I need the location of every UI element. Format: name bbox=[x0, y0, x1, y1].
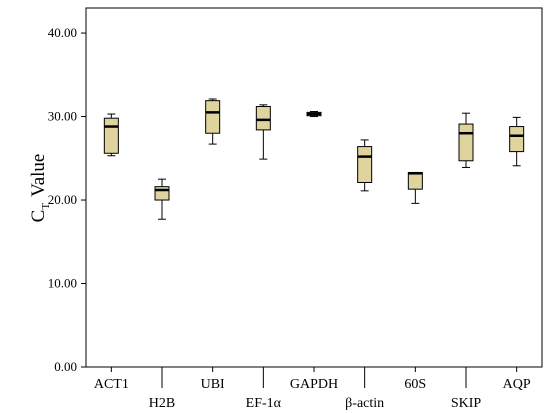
box-UBI bbox=[205, 98, 221, 145]
y-tick-label: 30.00 bbox=[48, 109, 77, 124]
y-tick-label: 40.00 bbox=[48, 25, 77, 40]
plot-area bbox=[85, 7, 543, 368]
x-category-label: β-actin bbox=[345, 396, 384, 411]
box-GAPDH bbox=[306, 111, 322, 118]
x-category-label: SKIP bbox=[451, 396, 482, 411]
iqr-box bbox=[255, 106, 271, 131]
y-axis-title-main: C bbox=[28, 210, 49, 223]
iqr-box bbox=[357, 146, 373, 183]
x-category-label: UBI bbox=[201, 377, 225, 392]
svg-text:CTValue: CT Value bbox=[28, 154, 52, 223]
iqr-box bbox=[458, 123, 474, 162]
x-category-label: H2B bbox=[149, 396, 175, 411]
x-category-label: AQP bbox=[503, 377, 531, 392]
y-axis-title-subscript: T bbox=[40, 203, 52, 210]
box-60S bbox=[407, 171, 423, 204]
box-ACT1 bbox=[103, 113, 119, 157]
x-category-label: 60S bbox=[404, 377, 426, 392]
iqr-box bbox=[407, 171, 423, 190]
iqr-box bbox=[154, 186, 170, 201]
x-category-label: GAPDH bbox=[290, 377, 338, 392]
box-EF-1α bbox=[255, 104, 271, 160]
y-axis: 0.00 10.00 20.00 30.00 40.00 bbox=[48, 25, 86, 374]
x-category-label: EF-1α bbox=[246, 396, 282, 411]
y-tick-label: 10.00 bbox=[48, 276, 77, 291]
y-tick-label: 20.00 bbox=[48, 192, 77, 207]
iqr-box bbox=[509, 126, 525, 153]
box-β-actin bbox=[357, 139, 373, 192]
box-SKIP bbox=[458, 112, 474, 168]
iqr-box bbox=[103, 117, 119, 154]
x-category-label: ACT1 bbox=[94, 377, 129, 392]
y-axis-title: CT Value bbox=[28, 154, 52, 223]
box-AQP bbox=[509, 116, 525, 167]
iqr-box bbox=[205, 100, 221, 134]
box-H2B bbox=[154, 178, 170, 220]
boxes bbox=[103, 98, 525, 220]
y-axis-title-rest: Value bbox=[28, 154, 49, 197]
y-tick-label: 0.00 bbox=[54, 359, 77, 374]
x-axis: ACT1 H2B UBI EF-1α GAPDH β-actin 60S SKIP AQP bbox=[94, 367, 531, 411]
